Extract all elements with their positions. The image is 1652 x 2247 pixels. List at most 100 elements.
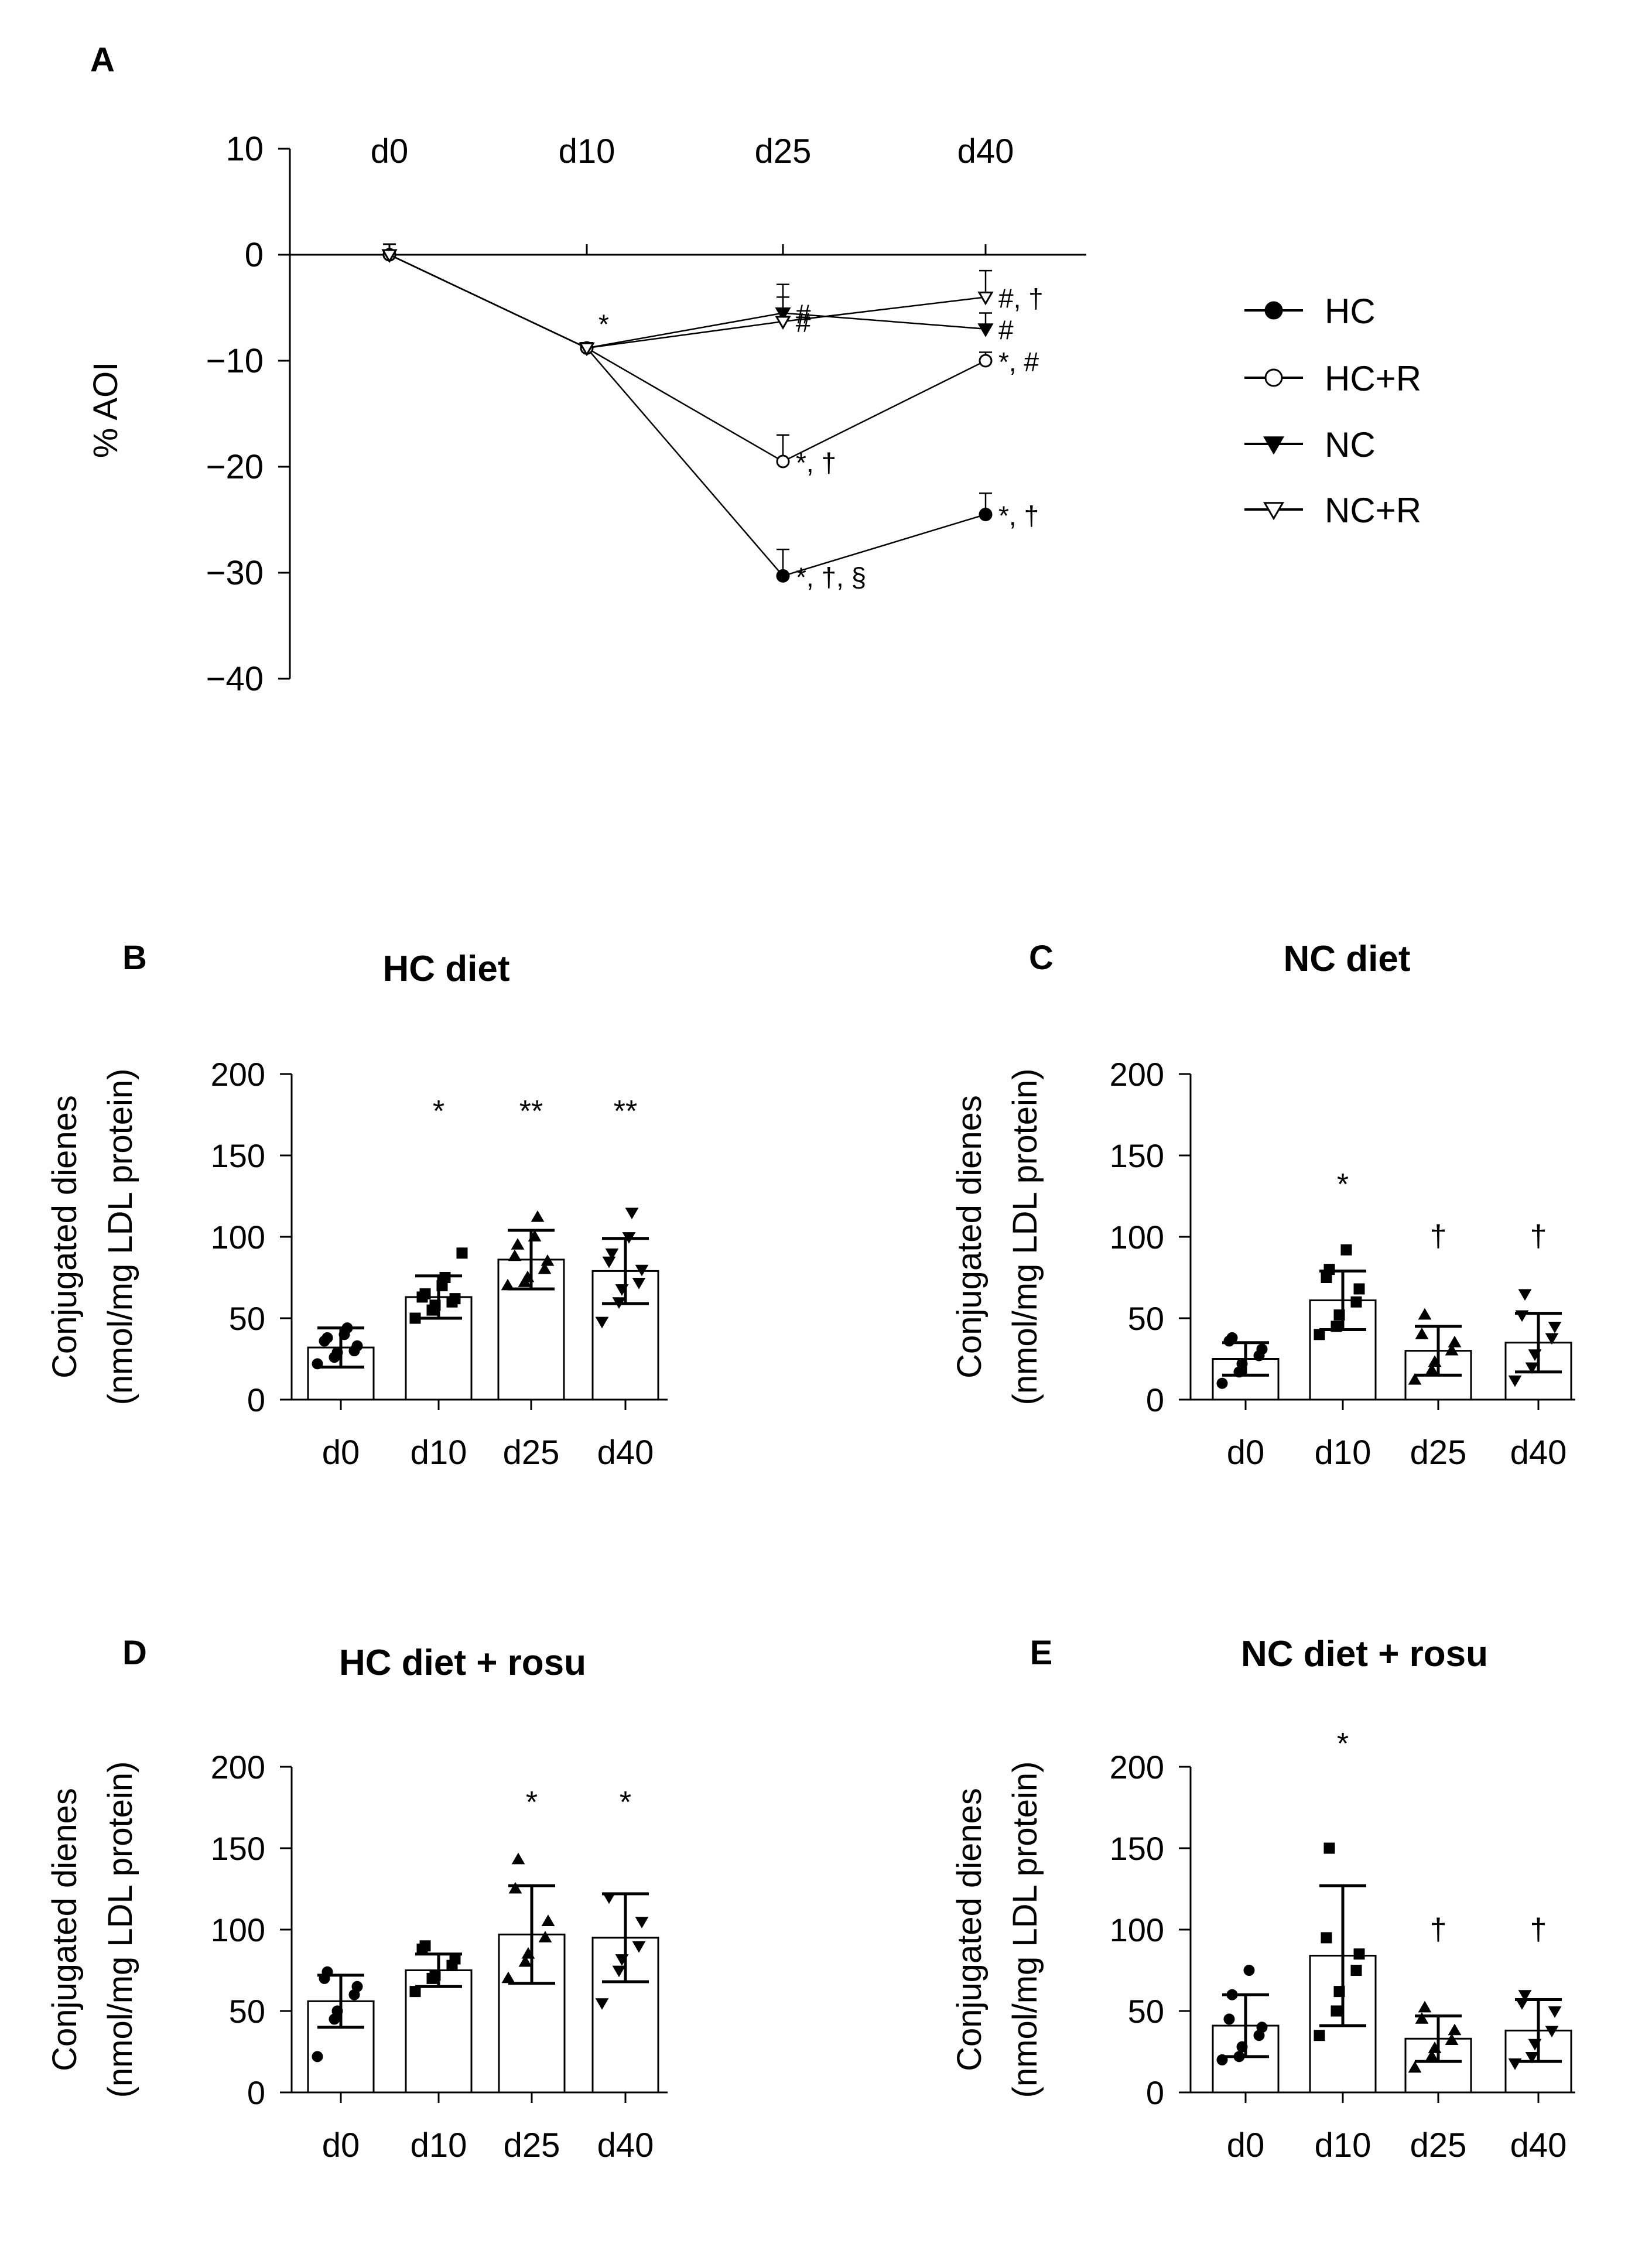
panel-c-data-point (1340, 1244, 1352, 1256)
panel-c-significance-mark: † (1530, 1219, 1547, 1253)
panel-b-significance-mark: ** (614, 1095, 637, 1128)
panel-d-y-axis-label-units: (nmol/mg LDL protein) (101, 1762, 139, 2098)
panel-a-x-tick-label: d0 (371, 132, 409, 170)
panel-a-point (776, 454, 790, 468)
panel-b-data-point (321, 1332, 333, 1343)
panel-b-significance-mark: * (433, 1095, 444, 1128)
panel-a-y-tick-label: −40 (206, 660, 264, 698)
panel-c-y-tick-label: 0 (1146, 1381, 1164, 1418)
panel-b-y-axis-label-units: (nmol/mg LDL protein) (101, 1069, 139, 1405)
panel-e-significance-mark: * (1337, 1727, 1349, 1761)
panel-c-y-tick-label: 50 (1128, 1300, 1164, 1337)
panel-c-significance-mark: † (1430, 1219, 1447, 1253)
panel-b-y-tick-label: 200 (211, 1056, 265, 1093)
panel-e-y-tick-label: 100 (1110, 1911, 1164, 1948)
panel-e-title: NC diet + rosu (1241, 1634, 1488, 1674)
panel-b-data-point (449, 1293, 461, 1305)
panel-b-y-tick-label: 0 (247, 1381, 265, 1418)
panel-c-data-point (1418, 1308, 1432, 1320)
panel-e-data-point (1350, 1965, 1362, 1976)
panel-a-x-tick-label: d40 (957, 132, 1014, 170)
panel-c-y-tick-label: 100 (1110, 1219, 1164, 1256)
panel-e-y-tick-label: 50 (1128, 1993, 1164, 2030)
panel-e-x-tick-label: d40 (1510, 2126, 1567, 2164)
panel-b-data-point (595, 1316, 609, 1329)
panel-e-data-point (1323, 1842, 1335, 1854)
panel-a-point (381, 249, 398, 263)
panel-e-data-point (1525, 2051, 1539, 2064)
panel-d-data-point (595, 1998, 609, 2010)
panel-c-data-point (1226, 1332, 1238, 1343)
panel-c-data-point (1525, 1362, 1539, 1374)
panel-b-data-point (456, 1247, 468, 1259)
panel-c-x-tick-label: d10 (1315, 1434, 1371, 1472)
panel-a-line-chart: A 10 0 −10 −20 −30 −40 d0 d10 d25 d40 % AOI * *, †, §… (87, 41, 1421, 698)
panel-c-bar-chart: C NC diet Conjugated dienes (nmol/mg LDL pr… (950, 939, 1575, 1472)
panel-a-series-nc-plus-r: ##, † (381, 243, 1044, 357)
panel-d-data-point (409, 1986, 421, 1998)
panel-a-annotation: *, † (796, 447, 836, 478)
panel-b-data-point (605, 1248, 619, 1260)
panel-a-point (775, 316, 791, 330)
panel-d-data-point (511, 1852, 525, 1865)
panel-e-significance-mark: † (1430, 1913, 1447, 1947)
panel-a-y-tick-label: −10 (206, 342, 264, 380)
panel-c-x-tick-label: d40 (1510, 1434, 1567, 1472)
panel-label-b: B (122, 939, 147, 977)
panel-c-x-tick-label: d25 (1410, 1434, 1467, 1472)
panel-d-x-tick-label: d0 (322, 2126, 360, 2164)
panel-a-point (979, 507, 993, 521)
panel-b-data-point (541, 1254, 555, 1266)
panel-b-data-point (602, 1256, 616, 1268)
panel-b-bar-chart: B HC diet Conjugated dienes (nmol/mg LDL pr… (46, 939, 668, 1472)
panel-e-data-point (1415, 2012, 1429, 2024)
panel-a-series-hc-plus-r: *, † *, # (382, 243, 1039, 478)
panel-c-data-point (1408, 1373, 1422, 1385)
panel-d-significance-mark: * (620, 1786, 631, 1820)
legend-label-hc: HC (1325, 292, 1376, 331)
panel-e-y-axis-label: Conjugated dienes (950, 1788, 989, 2071)
panel-a-annotation: # (796, 307, 811, 338)
panel-e-data-point (1545, 2026, 1559, 2038)
panel-c-y-axis-label-units: (nmol/mg LDL protein) (1006, 1069, 1044, 1405)
panel-a-point (776, 569, 790, 583)
panel-b-x-tick-label: d10 (411, 1434, 467, 1472)
panel-e-y-tick-label: 150 (1110, 1830, 1164, 1867)
panel-e-data-point (1223, 2013, 1235, 2025)
panel-e-data-point (1518, 1990, 1532, 2002)
panel-d-significance-mark: * (526, 1786, 538, 1820)
panel-e-data-point (1445, 2033, 1459, 2045)
panel-c-y-tick-label: 150 (1110, 1137, 1164, 1174)
panel-a-y-tick-label: 0 (245, 236, 264, 274)
legend-label-nc: NC (1325, 425, 1376, 464)
panel-a-series-hc: * *, †, § *, † (382, 243, 1039, 592)
panel-c-x-tick-label: d0 (1227, 1434, 1265, 1472)
panel-d-y-tick-label: 150 (211, 1830, 265, 1867)
panel-c-y-axis-label: Conjugated dienes (950, 1095, 989, 1379)
panel-a-annotation: * (598, 309, 609, 339)
panel-d-data-point (612, 1965, 626, 1978)
legend-marker (1264, 368, 1283, 387)
panel-c-data-point (1216, 1377, 1228, 1389)
panel-b-y-axis-label: Conjugated dienes (46, 1095, 84, 1379)
panel-b-data-point (439, 1272, 451, 1283)
panel-d-bar-chart: D HC diet + rosu Conjugated dienes (nmol/mg… (46, 1634, 668, 2164)
legend-marker (1264, 301, 1283, 320)
panel-a-series-line (389, 254, 986, 349)
panel-d-data-point (541, 1914, 555, 1926)
panel-label-d: D (122, 1634, 147, 1672)
panel-c-data-point (1445, 1343, 1459, 1356)
panel-a-legend: HC HC+R NC NC+R (1244, 292, 1421, 530)
panel-c-bar (1212, 1358, 1280, 1401)
panel-a-y-axis-label: % AOI (87, 362, 125, 458)
panel-a-series-line (389, 254, 986, 463)
panel-c-data-point (1350, 1296, 1362, 1308)
panel-b-significance-mark: ** (519, 1095, 543, 1128)
panel-c-data-point (1314, 1329, 1325, 1340)
panel-b-x-tick-label: d40 (597, 1434, 654, 1472)
panel-c-data-point (1518, 1289, 1532, 1301)
panel-e-data-point (1243, 1965, 1255, 1976)
panel-d-data-point (538, 1931, 552, 1942)
panel-c-data-point (1415, 1328, 1429, 1339)
